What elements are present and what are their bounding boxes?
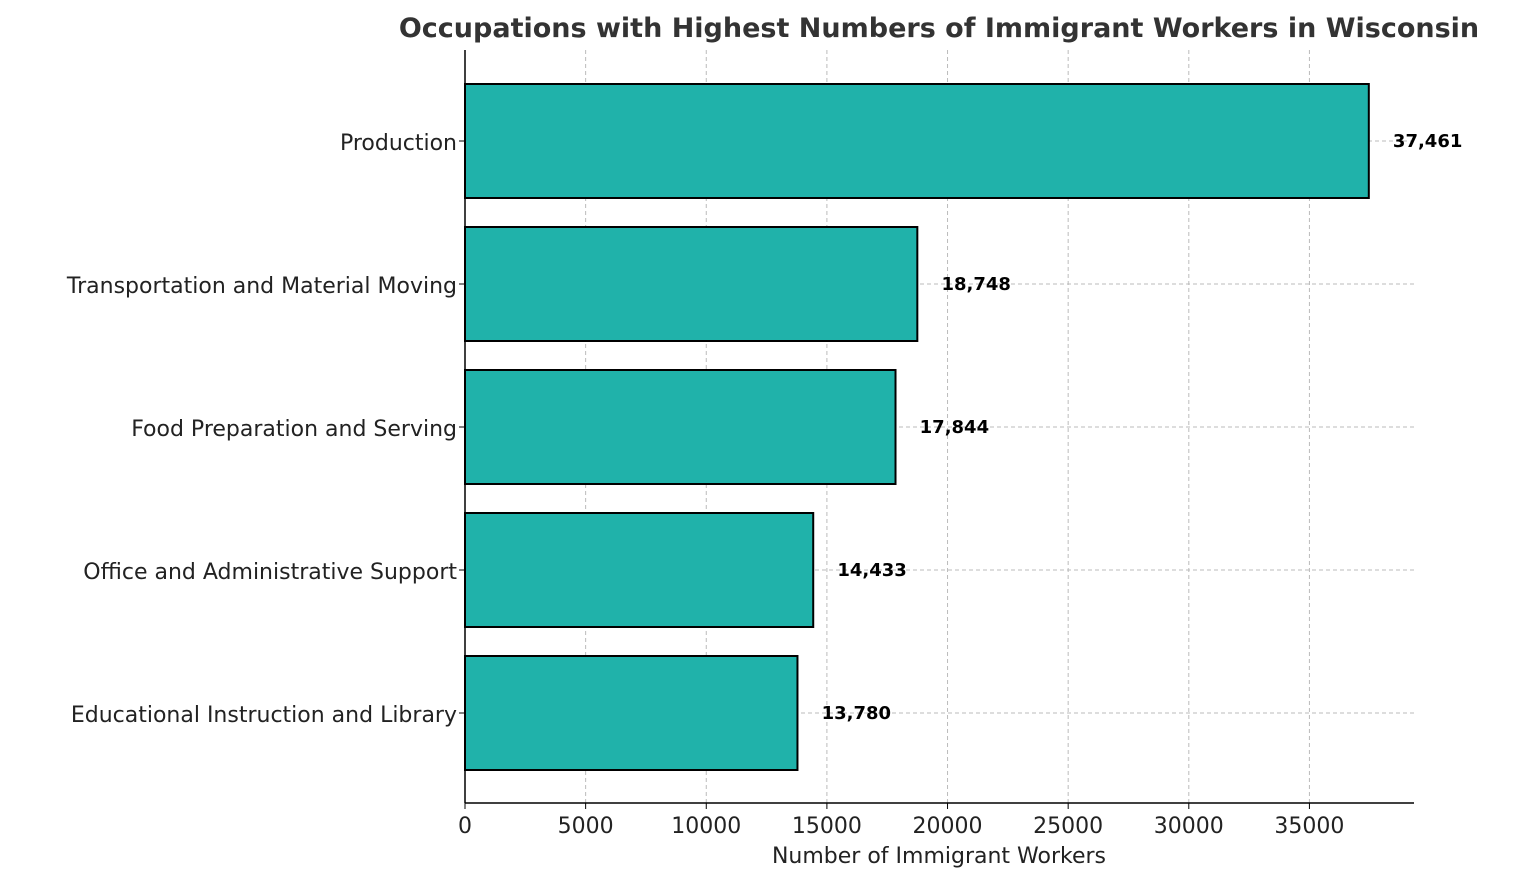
x-tick-label: 0 xyxy=(458,814,472,839)
bar xyxy=(464,655,799,771)
bar xyxy=(464,369,897,485)
y-tick-label: Food Preparation and Serving xyxy=(131,417,457,442)
y-tick-label: Educational Instruction and Library xyxy=(71,703,457,728)
x-tick-label: 10000 xyxy=(671,814,741,839)
data-label: 18,748 xyxy=(941,274,1010,295)
x-tick-label: 30000 xyxy=(1154,814,1224,839)
bar xyxy=(464,512,815,628)
y-axis-ticks: Production Transportation and Material Mo… xyxy=(66,131,465,728)
x-tick-label: 25000 xyxy=(1033,814,1103,839)
y-tick-label: Production xyxy=(340,131,457,156)
x-axis-label: Number of Immigrant Workers xyxy=(772,844,1106,869)
x-tick-label: 20000 xyxy=(913,814,983,839)
y-tick-label: Transportation and Material Moving xyxy=(66,274,457,299)
data-label: 13,780 xyxy=(822,703,891,724)
data-label: 14,433 xyxy=(837,560,906,581)
x-axis-ticks: 0 5000 10000 15000 20000 25000 30000 35000 xyxy=(458,803,1344,839)
chart-title: Occupations with Highest Numbers of Immi… xyxy=(399,13,1479,44)
bars xyxy=(464,83,1370,771)
bar xyxy=(464,226,919,342)
data-label: 37,461 xyxy=(1393,131,1462,152)
bar xyxy=(464,83,1370,199)
x-tick-label: 15000 xyxy=(792,814,862,839)
y-tick-label: Office and Administrative Support xyxy=(83,560,457,585)
x-tick-label: 35000 xyxy=(1274,814,1344,839)
x-tick-label: 5000 xyxy=(558,814,614,839)
data-labels: 37,461 18,748 17,844 14,433 13,780 xyxy=(822,131,1463,724)
data-label: 17,844 xyxy=(920,417,989,438)
